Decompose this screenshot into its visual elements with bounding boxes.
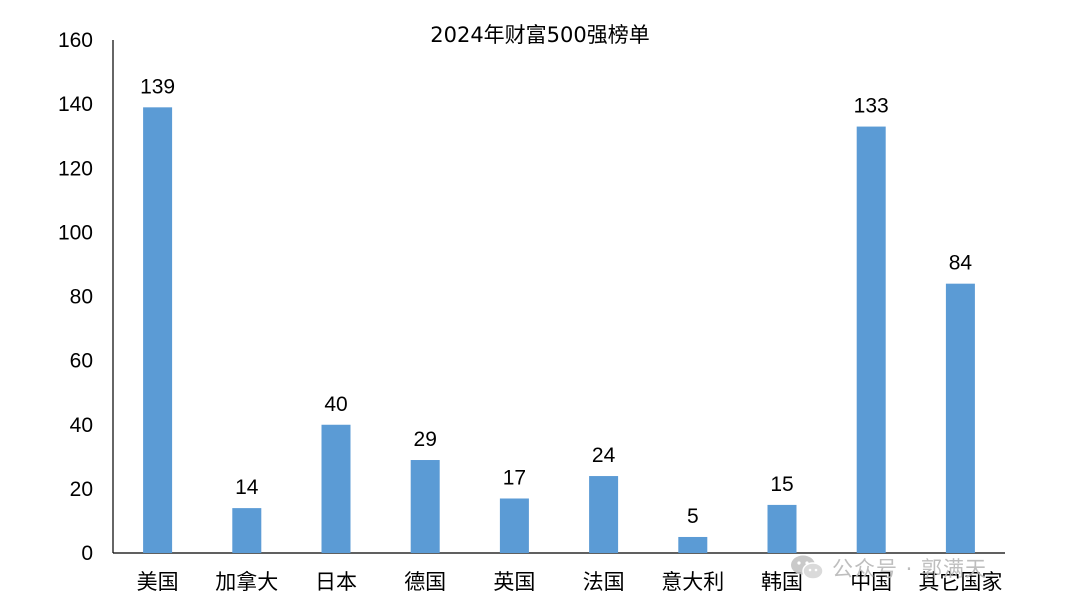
data-labels-group: 139 14 40 29 17 24 5 15 133 84 (140, 75, 972, 528)
y-tick-label: 120 (58, 157, 93, 180)
bar (321, 424, 351, 553)
bar-value-label: 17 (503, 466, 526, 489)
bar-value-label: 24 (592, 444, 616, 467)
x-category-label: 英国 (493, 570, 535, 594)
bar-value-label: 139 (140, 75, 175, 98)
x-axis-categories: 美国 加拿大 日本 德国 英国 法国 意大利 韩国 中国 其它国家 (137, 570, 1003, 594)
watermark-text: 公众号 · 郭满天 (832, 557, 988, 581)
x-category-label: 中国 (850, 570, 892, 594)
y-tick-label: 80 (70, 286, 93, 309)
y-axis-ticks: 0 20 40 60 80 100 120 140 160 (58, 29, 93, 565)
y-tick-label: 160 (58, 29, 93, 52)
x-category-label: 德国 (404, 570, 446, 594)
y-tick-label: 20 (70, 478, 93, 501)
bar (945, 283, 975, 553)
bar (410, 460, 440, 553)
x-category-label: 韩国 (761, 570, 803, 594)
y-tick-label: 60 (70, 350, 93, 373)
bar-value-label: 84 (949, 252, 973, 275)
wechat-logo-icon (791, 555, 824, 580)
bar-value-label: 133 (854, 95, 889, 118)
bar (589, 476, 619, 553)
bar (232, 508, 262, 553)
bar-value-label: 15 (770, 473, 793, 496)
y-tick-label: 140 (58, 93, 93, 116)
bar-value-label: 14 (235, 476, 259, 499)
x-category-label: 加拿大 (215, 570, 278, 594)
y-tick-label: 0 (81, 542, 93, 565)
y-tick-label: 100 (58, 221, 93, 244)
chart-title: 2024年财富500强榜单 (430, 23, 650, 47)
bar (499, 498, 529, 553)
bar (767, 504, 797, 553)
watermark: 公众号 · 郭满天 (790, 553, 987, 583)
bars-group (143, 107, 975, 554)
bar (143, 107, 173, 554)
bar-value-label: 29 (414, 428, 437, 451)
x-category-label: 法国 (583, 570, 625, 594)
x-category-label: 其它国家 (918, 570, 1002, 594)
x-category-label: 意大利 (661, 570, 724, 594)
bar (856, 126, 886, 553)
x-category-label: 日本 (315, 570, 357, 594)
bar-value-label: 5 (687, 505, 699, 528)
y-tick-label: 40 (70, 414, 93, 437)
bar (678, 536, 708, 553)
x-category-label: 美国 (137, 570, 179, 594)
bar-value-label: 40 (324, 393, 347, 416)
